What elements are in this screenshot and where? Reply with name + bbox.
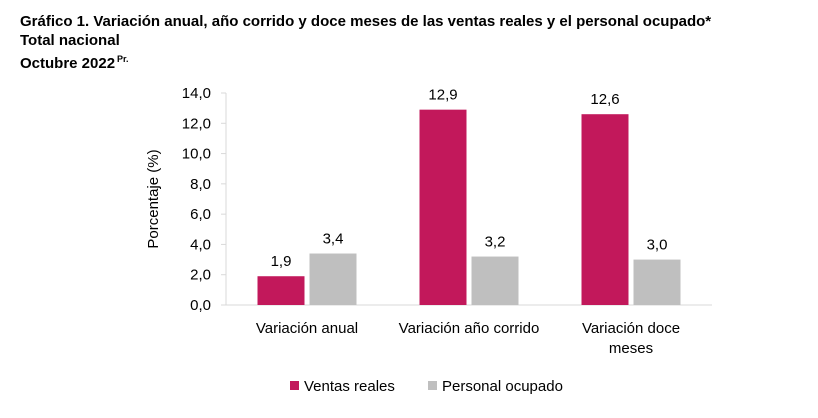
bar — [257, 276, 305, 305]
legend-label: Ventas reales — [304, 378, 395, 395]
bar — [309, 253, 357, 305]
legend-label: Personal ocupado — [442, 378, 563, 395]
bar — [581, 114, 629, 305]
chart-axes: Porcentaje (%) — [145, 93, 712, 306]
chart-title: Gráfico 1. Variación anual, año corrido … — [20, 13, 712, 30]
y-tick-label: 12,0 — [182, 115, 211, 132]
y-tick-label: 8,0 — [190, 176, 211, 193]
legend: Ventas reales Personal ocupado — [290, 378, 563, 395]
y-tick-label: 6,0 — [190, 206, 211, 223]
y-tick-label: 14,0 — [182, 85, 211, 102]
y-axis-ticks: 0,0 2,0 4,0 6,0 8,0 10,0 12,0 14,0 — [182, 85, 226, 314]
bar — [419, 109, 467, 306]
y-tick-label: 0,0 — [190, 297, 211, 314]
x-axis-labels: Variación anual Variación año corrido Vari… — [256, 320, 680, 357]
legend-swatch — [428, 381, 437, 390]
bar — [471, 256, 519, 305]
x-category-label: Variación doce — [582, 320, 680, 337]
data-label: 3,4 — [323, 231, 344, 248]
chart-title-block: Gráfico 1. Variación anual, año corrido … — [20, 12, 711, 73]
x-category-label: Variación año corrido — [399, 320, 540, 337]
data-label: 3,0 — [647, 237, 668, 254]
data-label: 3,2 — [485, 234, 506, 251]
period-text: Octubre 2022 — [20, 55, 116, 72]
legend-swatch — [290, 381, 299, 390]
data-label: 12,9 — [428, 87, 457, 104]
data-label: 1,9 — [271, 253, 292, 270]
data-label: 12,6 — [590, 91, 619, 108]
x-category-label: meses — [609, 340, 653, 357]
y-tick-label: 4,0 — [190, 236, 211, 253]
chart-subtitle: Total nacional — [20, 32, 120, 49]
y-tick-label: 2,0 — [190, 267, 211, 284]
x-category-label: Variación anual — [256, 320, 358, 337]
bars-group: 1,9 3,4 12,9 3,2 12,6 3,0 — [257, 87, 681, 306]
y-tick-label: 10,0 — [182, 146, 211, 163]
y-axis-title: Porcentaje (%) — [145, 149, 162, 248]
bar — [633, 259, 681, 305]
period-superscript: Pr. — [117, 54, 129, 64]
chart-period: Octubre 2022 Pr. — [20, 50, 711, 73]
